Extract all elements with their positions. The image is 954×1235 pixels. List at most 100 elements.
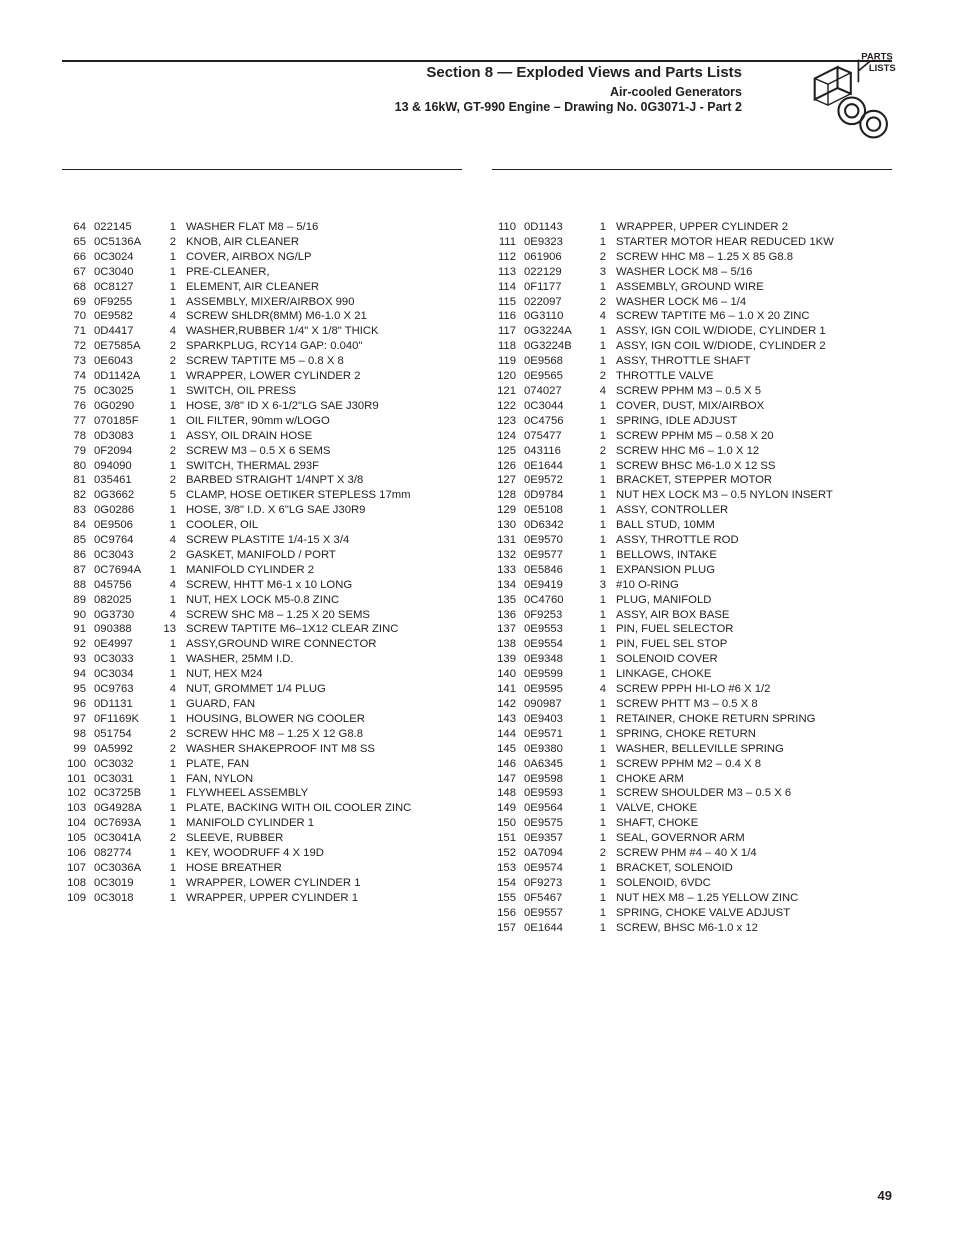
ref-cell: 72 bbox=[62, 339, 94, 354]
part-cell: 0C3018 bbox=[94, 891, 158, 906]
table-row: 1340E94193#10 O-RING bbox=[492, 578, 892, 593]
part-cell: 0A5992 bbox=[94, 742, 158, 757]
desc-cell: ASSEMBLY, MIXER/AIRBOX 990 bbox=[186, 295, 462, 310]
desc-cell: PLATE, BACKING WITH OIL COOLER ZINC bbox=[186, 801, 462, 816]
ref-cell: 69 bbox=[62, 295, 94, 310]
ref-cell: 65 bbox=[62, 235, 94, 250]
table-row: 1310E95701ASSY, THROTTLE ROD bbox=[492, 533, 892, 548]
qty-cell: 1 bbox=[588, 518, 616, 533]
desc-cell: BARBED STRAIGHT 1/4NPT X 3/8 bbox=[186, 473, 462, 488]
part-cell: 0A7094 bbox=[524, 846, 588, 861]
desc-cell: SOLENOID, 6VDC bbox=[616, 876, 892, 891]
desc-cell: SCREW, BHSC M6-1.0 x 12 bbox=[616, 921, 892, 936]
part-cell: 0D9784 bbox=[524, 488, 588, 503]
table-row: 740D1142A1WRAPPER, LOWER CYLINDER 2 bbox=[62, 369, 462, 384]
part-cell: 0E9403 bbox=[524, 712, 588, 727]
qty-cell: 1 bbox=[158, 265, 186, 280]
part-cell: 0E9564 bbox=[524, 801, 588, 816]
qty-cell: 1 bbox=[158, 786, 186, 801]
ref-cell: 137 bbox=[492, 622, 524, 637]
qty-cell: 1 bbox=[588, 622, 616, 637]
desc-cell: WRAPPER, LOWER CYLINDER 2 bbox=[186, 369, 462, 384]
table-row: 790F20942SCREW M3 – 0.5 X 6 SEMS bbox=[62, 444, 462, 459]
ref-cell: 91 bbox=[62, 622, 94, 637]
ref-cell: 127 bbox=[492, 473, 524, 488]
ref-cell: 115 bbox=[492, 295, 524, 310]
desc-cell: WASHER,RUBBER 1/4" X 1/8" THICK bbox=[186, 324, 462, 339]
table-row: 800940901SWITCH, THERMAL 293F bbox=[62, 459, 462, 474]
ref-cell: 82 bbox=[62, 488, 94, 503]
table-row: 1110E93231STARTER MOTOR HEAR REDUCED 1KW bbox=[492, 235, 892, 250]
desc-cell: CLAMP, HOSE OETIKER STEPLESS 17mm bbox=[186, 488, 462, 503]
part-cell: 022129 bbox=[524, 265, 588, 280]
part-cell: 0E5108 bbox=[524, 503, 588, 518]
table-row: 1020C3725B1FLYWHEEL ASSEMBLY bbox=[62, 786, 462, 801]
part-cell: 0F1169K bbox=[94, 712, 158, 727]
ref-cell: 123 bbox=[492, 414, 524, 429]
ref-cell: 151 bbox=[492, 831, 524, 846]
part-cell: 0F9253 bbox=[524, 608, 588, 623]
desc-cell: ASSY, CONTROLLER bbox=[616, 503, 892, 518]
ref-cell: 74 bbox=[62, 369, 94, 384]
part-cell: 0F9255 bbox=[94, 295, 158, 310]
qty-cell: 1 bbox=[588, 637, 616, 652]
svg-text:LISTS: LISTS bbox=[869, 63, 896, 74]
qty-cell: 1 bbox=[158, 846, 186, 861]
ref-cell: 101 bbox=[62, 772, 94, 787]
ref-cell: 155 bbox=[492, 891, 524, 906]
qty-cell: 1 bbox=[588, 921, 616, 936]
table-row: 900G37304SCREW SHC M8 – 1.25 X 20 SEMS bbox=[62, 608, 462, 623]
qty-cell: 1 bbox=[158, 250, 186, 265]
part-cell: 0E9568 bbox=[524, 354, 588, 369]
part-cell: 0G0286 bbox=[94, 503, 158, 518]
desc-cell: PIN, FUEL SELECTOR bbox=[616, 622, 892, 637]
qty-cell: 1 bbox=[588, 608, 616, 623]
table-row: 1150220972WASHER LOCK M6 – 1/4 bbox=[492, 295, 892, 310]
part-cell: 082025 bbox=[94, 593, 158, 608]
table-row: 1560E95571SPRING, CHOKE VALVE ADJUST bbox=[492, 906, 892, 921]
desc-cell: SCREW PPPH HI-LO #6 X 1/2 bbox=[616, 682, 892, 697]
desc-cell: GUARD, FAN bbox=[186, 697, 462, 712]
table-row: 1160G31104SCREW TAPTITE M6 – 1.0 X 20 ZI… bbox=[492, 309, 892, 324]
desc-cell: SPRING, CHOKE RETURN bbox=[616, 727, 892, 742]
qty-cell: 2 bbox=[588, 444, 616, 459]
part-cell: 0D1142A bbox=[94, 369, 158, 384]
qty-cell: 1 bbox=[588, 727, 616, 742]
ref-cell: 141 bbox=[492, 682, 524, 697]
part-cell: 0E6043 bbox=[94, 354, 158, 369]
part-cell: 0E9357 bbox=[524, 831, 588, 846]
table-row: 1400E95991LINKAGE, CHOKE bbox=[492, 667, 892, 682]
part-cell: 0A6345 bbox=[524, 757, 588, 772]
part-cell: 0C3024 bbox=[94, 250, 158, 265]
part-cell: 0E9553 bbox=[524, 622, 588, 637]
part-cell: 0C5136A bbox=[94, 235, 158, 250]
part-cell: 0E7585A bbox=[94, 339, 158, 354]
table-row: 1370E95531PIN, FUEL SELECTOR bbox=[492, 622, 892, 637]
table-row: 9109038813SCREW TAPTITE M6–1X12 CLEAR ZI… bbox=[62, 622, 462, 637]
qty-cell: 1 bbox=[158, 801, 186, 816]
ref-cell: 143 bbox=[492, 712, 524, 727]
table-row: 890820251NUT, HEX LOCK M5-0.8 ZINC bbox=[62, 593, 462, 608]
desc-cell: LINKAGE, CHOKE bbox=[616, 667, 892, 682]
ref-cell: 100 bbox=[62, 757, 94, 772]
qty-cell: 4 bbox=[158, 533, 186, 548]
desc-cell: SOLENOID COVER bbox=[616, 652, 892, 667]
table-row: 1170G3224A1ASSY, IGN COIL W/DIODE, CYLIN… bbox=[492, 324, 892, 339]
ref-cell: 67 bbox=[62, 265, 94, 280]
ref-cell: 125 bbox=[492, 444, 524, 459]
table-row: 1230C47561SPRING, IDLE ADJUST bbox=[492, 414, 892, 429]
ref-cell: 83 bbox=[62, 503, 94, 518]
table-row: 940C30341NUT, HEX M24 bbox=[62, 667, 462, 682]
qty-cell: 2 bbox=[158, 339, 186, 354]
desc-cell: CHOKE ARM bbox=[616, 772, 892, 787]
qty-cell: 1 bbox=[158, 637, 186, 652]
section-title: Section 8 — Exploded Views and Parts Lis… bbox=[62, 64, 892, 81]
table-row: 1460A63451SCREW PPHM M2 – 0.4 X 8 bbox=[492, 757, 892, 772]
table-row: 1320E95771BELLOWS, INTAKE bbox=[492, 548, 892, 563]
desc-cell: HOUSING, BLOWER NG COOLER bbox=[186, 712, 462, 727]
table-row: 1130221293WASHER LOCK M8 – 5/16 bbox=[492, 265, 892, 280]
qty-cell: 1 bbox=[158, 757, 186, 772]
part-cell: 0F5467 bbox=[524, 891, 588, 906]
desc-cell: ASSEMBLY, GROUND WIRE bbox=[616, 280, 892, 295]
qty-cell: 1 bbox=[158, 369, 186, 384]
